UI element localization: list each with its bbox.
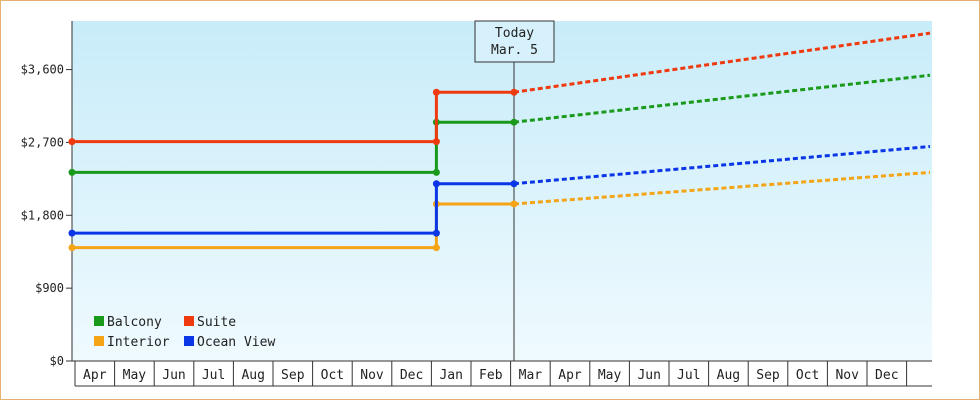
legend-item[interactable]: Balcony (94, 315, 162, 330)
y-tick-label: $0 (50, 354, 64, 368)
series-ocean-view (68, 144, 931, 237)
y-tick-label: $3,600 (21, 63, 64, 77)
x-tick-label: Apr (83, 368, 107, 383)
legend-swatch (94, 316, 104, 326)
x-tick-label: Jul (677, 368, 700, 383)
y-tick-label: $900 (35, 281, 64, 295)
y-axis: $0 $900 $1,800 $2,700 $3,600 (21, 21, 73, 368)
data-point[interactable] (68, 229, 76, 237)
data-point[interactable] (68, 168, 76, 176)
data-point[interactable] (510, 180, 518, 188)
forecast-line (513, 170, 931, 206)
x-tick-label: Nov (360, 368, 384, 383)
data-point[interactable] (510, 200, 518, 208)
legend-label: Ocean View (197, 335, 275, 350)
series-layer (68, 31, 931, 252)
x-tick-label: Jan (439, 368, 462, 383)
data-point[interactable] (432, 168, 440, 176)
x-tick-label: Oct (796, 368, 819, 383)
legend: Balcony Suite Interior Ocean View (94, 315, 275, 350)
today-date: Mar. 5 (491, 43, 538, 58)
data-point[interactable] (432, 244, 440, 252)
data-point[interactable] (510, 88, 518, 96)
x-tick-label: Dec (875, 368, 898, 383)
data-point[interactable] (432, 138, 440, 146)
series-balcony (68, 73, 931, 176)
x-tick-label: Aug (241, 368, 264, 383)
x-tick-label: Oct (321, 368, 344, 383)
x-tick-label: Nov (835, 368, 859, 383)
x-tick-label: Jun (162, 368, 185, 383)
data-point[interactable] (510, 118, 518, 126)
legend-item[interactable]: Suite (184, 315, 236, 330)
data-point[interactable] (68, 138, 76, 146)
x-tick-label: Aug (717, 368, 740, 383)
legend-swatch (94, 336, 104, 346)
data-point[interactable] (432, 88, 440, 96)
x-tick-label: Sep (756, 368, 780, 383)
historical-line (72, 182, 514, 235)
today-label: Today (495, 26, 534, 41)
x-tick-label: Jul (202, 368, 225, 383)
legend-swatch (184, 316, 194, 326)
plot-background (72, 21, 932, 361)
y-tick-label: $2,700 (21, 135, 64, 149)
x-tick-label: Jun (637, 368, 660, 383)
legend-label: Interior (107, 335, 170, 350)
legend-item[interactable]: Ocean View (184, 335, 275, 350)
legend-label: Balcony (107, 315, 162, 330)
x-tick-label: Feb (479, 368, 503, 383)
forecast-line (513, 144, 931, 186)
legend-label: Suite (197, 315, 236, 330)
x-tick-label: Apr (558, 368, 582, 383)
data-point[interactable] (68, 244, 76, 252)
data-point[interactable] (432, 229, 440, 237)
forecast-line (513, 31, 931, 94)
x-tick-label: Sep (281, 368, 305, 383)
historical-line (72, 120, 514, 174)
historical-line (72, 90, 514, 144)
x-tick-label: Mar (519, 368, 543, 383)
y-tick-label: $1,800 (21, 208, 64, 222)
x-tick-label: May (123, 368, 147, 383)
series-suite (68, 31, 931, 146)
legend-swatch (184, 336, 194, 346)
data-point[interactable] (432, 180, 440, 188)
x-axis: Apr May Jun Jul Aug Sep Oct Nov Dec Jan Feb Mar Apr M… (72, 360, 932, 387)
forecast-line (513, 73, 931, 124)
legend-item[interactable]: Interior (94, 335, 170, 350)
x-tick-label: May (598, 368, 622, 383)
today-marker: Today Mar. 5 (474, 20, 555, 361)
x-tick-label: Dec (400, 368, 423, 383)
today-callout-box (474, 20, 555, 63)
